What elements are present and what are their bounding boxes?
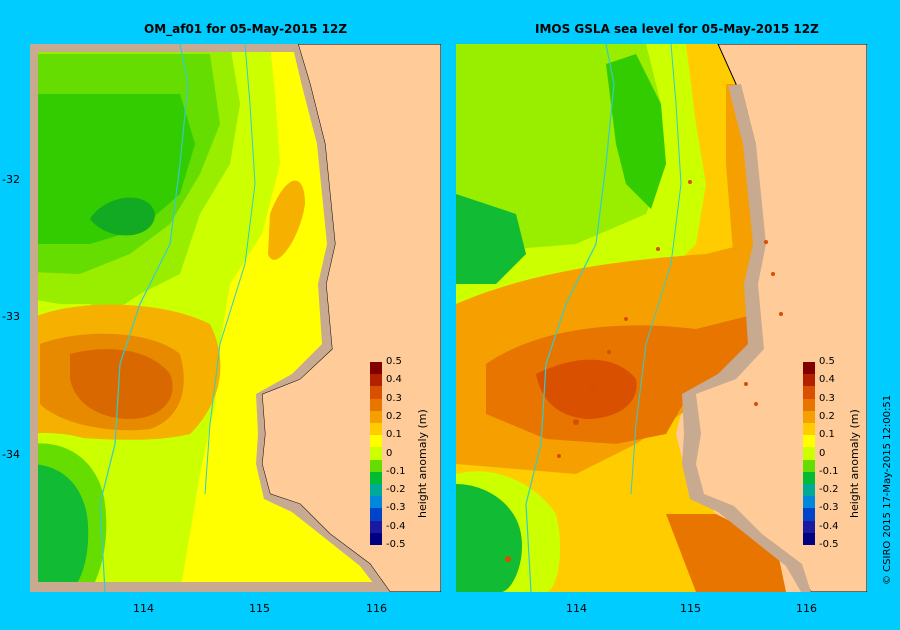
left-ocean-field: [30, 44, 441, 592]
x-tick-114-right: 114: [566, 602, 587, 615]
x-tick-116-right: 116: [796, 602, 817, 615]
right-colorbar-label: height anomaly (m): [848, 409, 861, 518]
right-colorbar-swatch: [803, 520, 815, 534]
x-tick-115-right: 115: [680, 602, 701, 615]
left-colorbar-tick: -0.4: [386, 520, 406, 532]
right-map-title: IMOS GSLA sea level for 05-May-2015 12Z: [535, 22, 819, 36]
left-colorbar-swatch: [370, 410, 382, 424]
right-colorbar-tick: 0.2: [819, 410, 835, 422]
x-tick-115-left: 115: [249, 602, 270, 615]
right-colorbar-swatch: [803, 484, 815, 497]
y-tick-34: -34: [2, 448, 20, 461]
left-colorbar-tick: -0.3: [386, 502, 406, 514]
right-colorbar-swatch: [803, 459, 815, 473]
right-colorbar-swatch: [803, 471, 815, 485]
right-colorbar-tick: 0.5: [819, 356, 835, 367]
right-colorbar-swatch: [803, 532, 815, 546]
left-sea-level-map: [30, 44, 441, 592]
right-colorbar-swatch: [803, 447, 815, 461]
left-colorbar-tick: 0.5: [386, 356, 402, 367]
left-colorbar-tick: 0.2: [386, 410, 402, 422]
right-colorbar-tick: 0: [819, 447, 826, 459]
right-isobath: [525, 44, 615, 592]
left-colorbar-tick: 0: [386, 447, 393, 459]
right-colorbar-tick: -0.5: [819, 539, 839, 550]
left-land: [256, 44, 441, 592]
right-colorbar-tick: -0.2: [819, 484, 839, 496]
left-colorbar-tick: -0.5: [386, 539, 406, 550]
left-colorbar: [370, 362, 382, 546]
right-colorbar-swatch: [803, 410, 815, 424]
left-colorbar-swatch: [370, 508, 382, 522]
left-colorbar-swatch: [370, 471, 382, 485]
left-colorbar-swatch: [370, 496, 382, 509]
left-map-canvas: [30, 44, 441, 592]
right-colorbar-tick: -0.1: [819, 465, 839, 477]
left-colorbar-swatch: [370, 386, 382, 400]
left-isobath: [99, 44, 189, 592]
right-colorbar-swatch: [803, 508, 815, 522]
right-colorbar-tick: 0.4: [819, 374, 835, 386]
left-colorbar-label: height anomaly (m): [416, 409, 429, 518]
right-colorbar-swatch: [803, 435, 815, 448]
left-colorbar-swatch: [370, 398, 382, 412]
left-colorbar-swatch: [370, 435, 382, 448]
right-colorbar-tick: 0.1: [819, 429, 835, 441]
left-colorbar-tick: 0.4: [386, 374, 402, 386]
right-colorbar-tick: 0.3: [819, 392, 835, 404]
right-land: [682, 44, 867, 592]
left-colorbar-tick: 0.3: [386, 392, 402, 404]
left-colorbar-swatch: [370, 374, 382, 387]
right-colorbar-swatch: [803, 496, 815, 509]
left-colorbar-tick: 0.1: [386, 429, 402, 441]
right-colorbar-swatch: [803, 374, 815, 387]
right-colorbar-tick: -0.4: [819, 520, 839, 532]
right-colorbar-tick: -0.3: [819, 502, 839, 514]
left-colorbar-swatch: [370, 423, 382, 436]
y-tick-32: -32: [2, 173, 20, 186]
right-colorbar-swatch: [803, 398, 815, 412]
right-colorbar: [803, 362, 815, 546]
credit-text: © CSIRO 2015 17-May-2015 12:00:51: [882, 394, 893, 585]
right-map-canvas: [456, 44, 867, 592]
x-tick-116-left: 116: [366, 602, 387, 615]
right-colorbar-swatch: [803, 423, 815, 436]
y-tick-33: -33: [2, 310, 20, 323]
left-map-title: OM_af01 for 05-May-2015 12Z: [144, 22, 348, 36]
altimetry-track-points: [505, 180, 783, 562]
left-colorbar-swatch: [370, 484, 382, 497]
left-colorbar-swatch: [370, 459, 382, 473]
x-tick-114-left: 114: [133, 602, 154, 615]
left-colorbar-swatch: [370, 520, 382, 534]
left-colorbar-tick: -0.1: [386, 465, 406, 477]
right-colorbar-swatch: [803, 386, 815, 400]
right-colorbar-swatch: [803, 362, 815, 375]
left-colorbar-swatch: [370, 362, 382, 375]
left-colorbar-swatch: [370, 532, 382, 546]
right-sea-level-map: [456, 44, 867, 592]
left-colorbar-tick: -0.2: [386, 484, 406, 496]
left-colorbar-swatch: [370, 447, 382, 461]
